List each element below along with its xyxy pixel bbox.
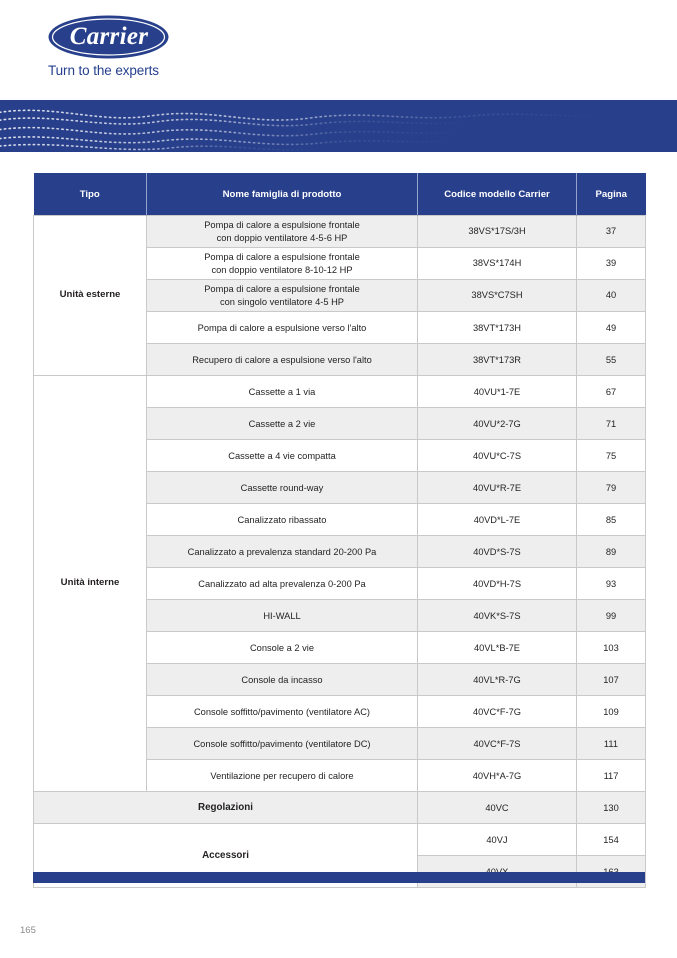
cell-pagina: 89	[576, 535, 646, 569]
cell-pagina: 99	[576, 599, 646, 633]
cell-codice: 40VH*A-7G	[417, 759, 577, 793]
cell-codice: 40VK*S-7S	[417, 599, 577, 633]
dotted-wave-pattern-icon	[0, 109, 611, 151]
cell-nome: Canalizzato ad alta prevalenza 0-200 Pa	[146, 567, 418, 601]
table-row: Pompa di calore a espulsione frontale co…	[34, 247, 646, 281]
table-row: Ventilazione per recupero di calore 40VH…	[34, 759, 646, 793]
cell-nome: Console soffitto/pavimento (ventilatore …	[146, 695, 418, 729]
cell-pagina: 75	[576, 439, 646, 473]
cell-pagina: 107	[576, 663, 646, 697]
cell-codice: 38VT*173R	[417, 343, 577, 377]
table-row: Pompa di calore a espulsione frontale co…	[34, 279, 646, 313]
cell-nome: Cassette a 1 via	[146, 375, 418, 409]
product-catalog-table: Tipo Nome famiglia di prodotto Codice mo…	[33, 173, 646, 889]
cell-nome: Pompa di calore a espulsione frontale co…	[146, 247, 418, 281]
logo-wordmark: Carrier	[69, 23, 149, 50]
table-row: Unità esterne Pompa di calore a espulsio…	[33, 214, 646, 377]
column-header-tipo: Tipo	[33, 173, 147, 216]
cell-pagina: 39	[576, 247, 646, 281]
cell-pagina: 37	[576, 214, 646, 249]
cell-nome: Pompa di calore a espulsione frontale co…	[146, 214, 418, 249]
table-row: Cassette round-way 40VU*R-7E 79	[34, 471, 646, 505]
cell-nome: HI-WALL	[146, 599, 418, 633]
carrier-logo: Carrier	[48, 15, 169, 59]
cell-codice: 38VS*17S/3H	[417, 214, 577, 249]
cell-nome: Cassette a 4 vie compatta	[146, 439, 418, 473]
cell-codice: 38VS*C7SH	[417, 279, 577, 313]
bottom-accent-bar	[33, 872, 645, 883]
cell-pagina: 71	[576, 407, 646, 441]
cell-nome: Console a 2 vie	[146, 631, 418, 665]
cell-pagina: 79	[576, 471, 646, 505]
table-row: Console soffitto/pavimento (ventilatore …	[34, 695, 646, 729]
cell-codice: 40VD*H-7S	[417, 567, 577, 601]
cell-nome: Cassette a 2 vie	[146, 407, 418, 441]
column-header-pagina: Pagina	[576, 173, 646, 216]
cell-pagina: 55	[576, 343, 646, 377]
cell-codice: 40VU*2-7G	[417, 407, 577, 441]
table-row: Regolazioni 40VC 130	[33, 791, 646, 825]
section-label-regolazioni: Regolazioni	[33, 791, 418, 825]
cell-nome: Pompa di calore a espulsione verso l'alt…	[146, 311, 418, 345]
table-body: Unità esterne Pompa di calore a espulsio…	[33, 214, 646, 889]
table-row: Recupero di calore a espulsione verso l'…	[34, 343, 646, 377]
cell-codice: 40VL*R-7G	[417, 663, 577, 697]
cell-nome: Console soffitto/pavimento (ventilatore …	[146, 727, 418, 761]
cell-nome: Ventilazione per recupero di calore	[146, 759, 418, 793]
brand-header: Carrier Turn to the experts	[0, 0, 677, 98]
table-row: Canalizzato ad alta prevalenza 0-200 Pa …	[34, 567, 646, 601]
table-row: HI-WALL 40VK*S-7S 99	[34, 599, 646, 633]
cell-nome: Console da incasso	[146, 663, 418, 697]
table-row: Unità interne Cassette a 1 via 40VU*1-7E…	[33, 375, 646, 793]
cell-codice: 40VC*F-7G	[417, 695, 577, 729]
cell-codice: 38VT*173H	[417, 311, 577, 345]
cell-codice: 40VJ	[417, 823, 577, 857]
wave-banner	[0, 100, 677, 152]
cell-pagina: 93	[576, 567, 646, 601]
cell-codice: 40VC	[417, 791, 577, 825]
cell-codice: 40VU*R-7E	[417, 471, 577, 505]
cell-codice: 40VU*C-7S	[417, 439, 577, 473]
cell-codice: 40VD*L-7E	[417, 503, 577, 537]
cell-pagina: 85	[576, 503, 646, 537]
cell-pagina: 154	[576, 823, 646, 857]
table-row: Pompa di calore a espulsione verso l'alt…	[34, 311, 646, 345]
cell-pagina: 103	[576, 631, 646, 665]
cell-pagina: 130	[576, 791, 646, 825]
table-header: Tipo Nome famiglia di prodotto Codice mo…	[33, 173, 646, 216]
cell-pagina: 109	[576, 695, 646, 729]
table-row: Console soffitto/pavimento (ventilatore …	[34, 727, 646, 761]
cell-nome: Canalizzato ribassato	[146, 503, 418, 537]
table-row: Cassette a 4 vie compatta 40VU*C-7S 75	[34, 439, 646, 473]
logo-ellipse-icon	[48, 15, 169, 59]
table-row: Console da incasso 40VL*R-7G 107	[34, 663, 646, 697]
cell-pagina: 67	[576, 375, 646, 409]
table-header-row: Tipo Nome famiglia di prodotto Codice mo…	[33, 173, 646, 216]
cell-nome: Cassette round-way	[146, 471, 418, 505]
cell-pagina: 40	[576, 279, 646, 313]
cell-nome: Recupero di calore a espulsione verso l'…	[146, 343, 418, 377]
cell-codice: 38VS*174H	[417, 247, 577, 281]
column-header-codice: Codice modello Carrier	[417, 173, 577, 216]
cell-pagina: 49	[576, 311, 646, 345]
cell-pagina: 117	[576, 759, 646, 793]
cell-pagina: 111	[576, 727, 646, 761]
group-label-unita-interne: Unità interne	[33, 375, 147, 793]
group-label-unita-esterne: Unità esterne	[33, 214, 147, 377]
cell-codice: 40VD*S-7S	[417, 535, 577, 569]
page-number: 165	[20, 925, 36, 936]
cell-codice: 40VU*1-7E	[417, 375, 577, 409]
table-row: Canalizzato ribassato 40VD*L-7E 85	[34, 503, 646, 537]
cell-nome: Pompa di calore a espulsione frontale co…	[146, 279, 418, 313]
column-header-nome: Nome famiglia di prodotto	[146, 173, 418, 216]
table-row: Accessori 40VJ 154	[33, 823, 646, 889]
cell-codice: 40VC*F-7S	[417, 727, 577, 761]
cell-nome: Canalizzato a prevalenza standard 20-200…	[146, 535, 418, 569]
cell-codice: 40VL*B-7E	[417, 631, 577, 665]
brand-tagline: Turn to the experts	[48, 63, 159, 78]
table-row: Console a 2 vie 40VL*B-7E 103	[34, 631, 646, 665]
